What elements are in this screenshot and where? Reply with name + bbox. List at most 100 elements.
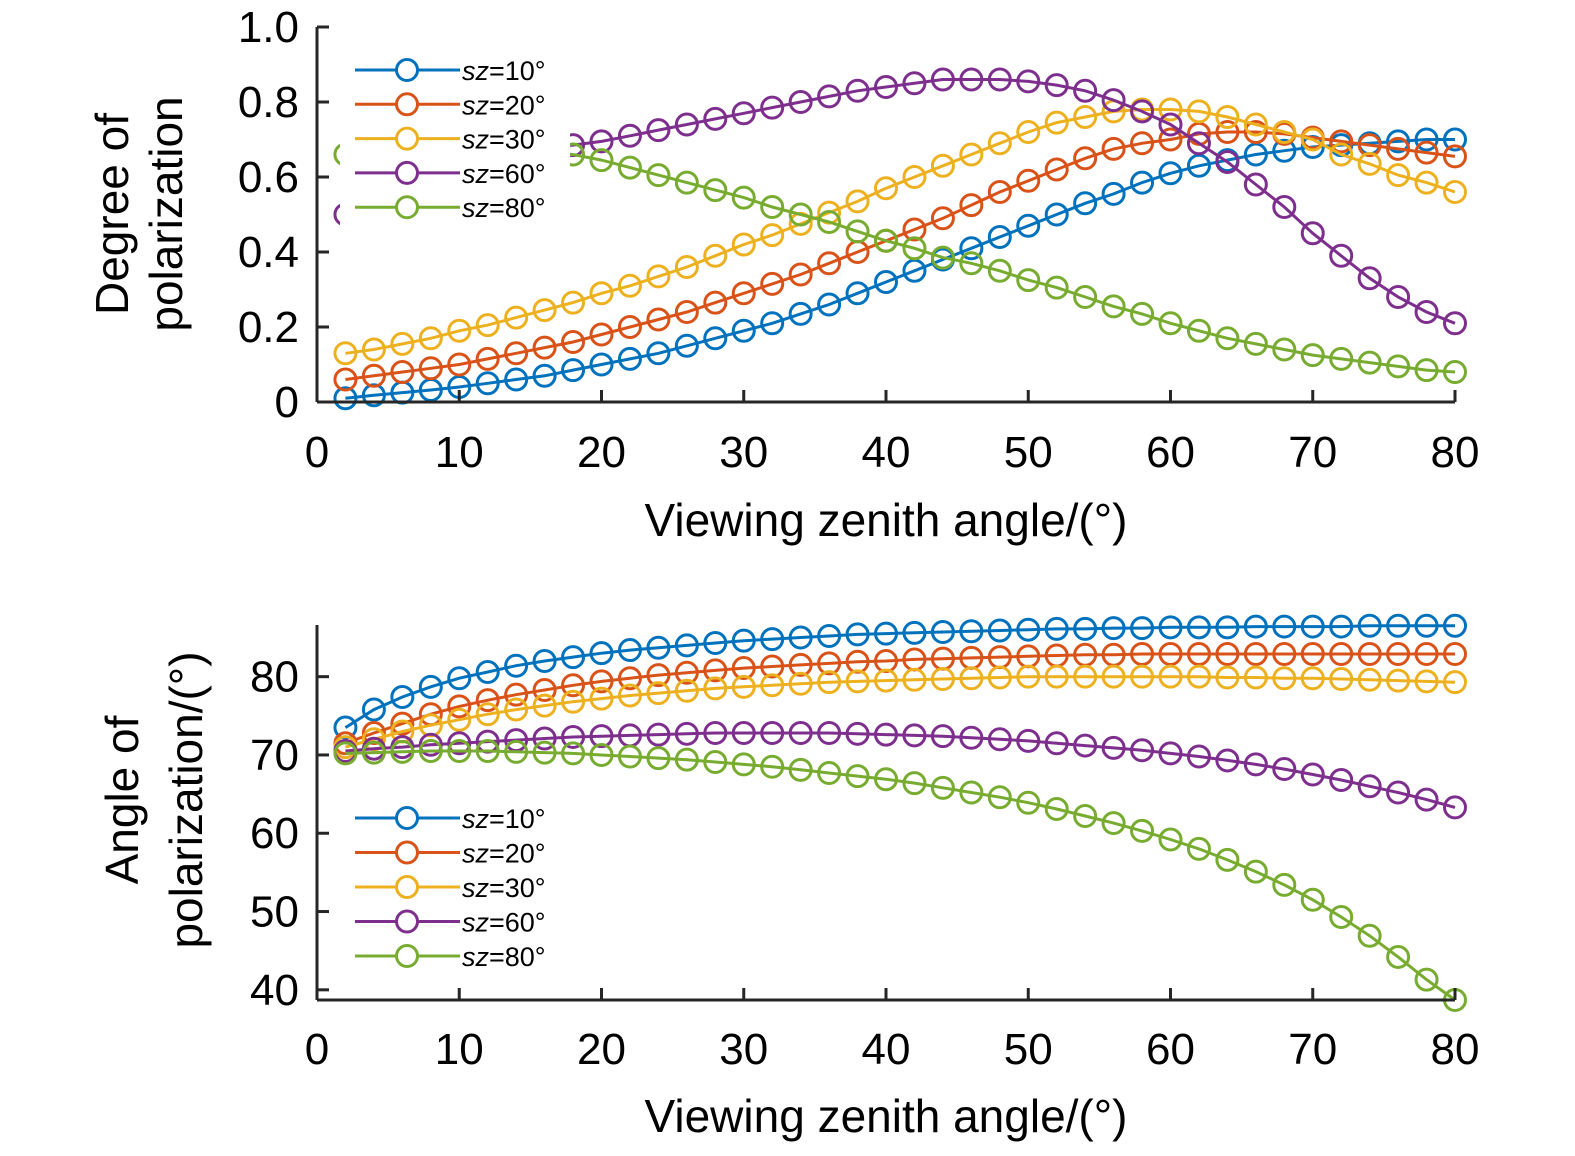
data-point	[959, 666, 984, 691]
data-point	[361, 740, 386, 765]
data-point	[1215, 326, 1240, 351]
data-point	[1443, 127, 1467, 152]
data-point	[1329, 905, 1354, 930]
data-point	[532, 740, 557, 765]
data-point	[333, 367, 358, 392]
data-point	[1443, 795, 1467, 820]
data-point	[504, 739, 529, 764]
data-point	[703, 631, 728, 656]
data-point	[1158, 664, 1183, 689]
legend-item: sz=20°	[355, 90, 546, 120]
data-point	[1272, 195, 1297, 219]
data-point	[1073, 146, 1098, 171]
data-point	[760, 95, 785, 120]
data-point	[1357, 774, 1382, 799]
data-point	[1243, 172, 1268, 197]
data-point	[1414, 170, 1439, 195]
data-point	[930, 724, 955, 749]
data-point	[333, 741, 358, 766]
x-tick-label: 10	[435, 1025, 484, 1074]
data-point	[845, 78, 870, 103]
data-point	[1073, 191, 1098, 216]
data-point	[817, 721, 842, 746]
data-point	[788, 757, 813, 782]
series-line	[344, 652, 1455, 745]
data-point	[930, 153, 955, 178]
data-point	[1186, 744, 1211, 769]
data-point	[817, 84, 842, 109]
data-point	[845, 721, 870, 746]
data-point	[390, 331, 415, 356]
data-point	[703, 676, 728, 701]
y-tick-label: 80	[250, 653, 299, 702]
data-point	[788, 301, 813, 326]
data-point	[987, 665, 1012, 690]
data-point	[504, 341, 529, 366]
data-point	[902, 771, 927, 796]
data-point	[1158, 827, 1183, 852]
legend-marker	[395, 126, 419, 151]
data-point	[1243, 752, 1268, 777]
data-point	[561, 290, 586, 315]
x-tick-label: 20	[577, 428, 626, 477]
data-point	[1443, 613, 1467, 638]
data-point	[817, 623, 842, 648]
legend-item: sz=30°	[355, 125, 546, 155]
data-point	[930, 245, 955, 270]
data-point	[1329, 667, 1354, 692]
data-point	[1215, 120, 1240, 144]
data-point	[1130, 818, 1155, 843]
data-point	[845, 189, 870, 214]
data-point	[1243, 859, 1268, 884]
data-point	[561, 358, 586, 383]
data-point	[731, 752, 756, 777]
data-point	[1016, 168, 1041, 193]
data-point	[987, 618, 1012, 643]
data-point	[930, 67, 955, 92]
legend-item: sz=30°	[355, 873, 546, 903]
data-point	[987, 180, 1012, 204]
data-point	[1357, 350, 1382, 375]
data-point	[930, 775, 955, 800]
data-point	[987, 225, 1012, 249]
data-point	[646, 722, 671, 747]
data-point	[561, 330, 586, 354]
data-point	[703, 106, 728, 131]
data-point	[646, 681, 671, 706]
y-tick-label: 0.4	[238, 228, 299, 277]
data-point	[1272, 120, 1297, 144]
data-point	[1386, 944, 1411, 969]
data-point	[1044, 664, 1069, 689]
data-point	[760, 673, 785, 698]
data-point	[646, 163, 671, 188]
data-point	[1357, 133, 1382, 158]
series-sz30	[333, 664, 1467, 760]
data-point	[447, 694, 472, 719]
data-point	[1186, 836, 1211, 861]
y-tick-label: 0	[275, 378, 299, 427]
legend-marker	[395, 909, 419, 934]
data-point	[1243, 641, 1268, 666]
data-point	[1044, 157, 1069, 182]
data-point	[817, 651, 842, 676]
series-sz10	[333, 613, 1467, 740]
data-point	[418, 732, 443, 757]
data-point	[874, 767, 898, 792]
data-point	[1414, 127, 1439, 152]
data-point	[959, 236, 984, 261]
data-point	[504, 367, 529, 392]
series-sz10	[333, 127, 1467, 411]
data-point	[1443, 360, 1467, 384]
data-point	[874, 621, 898, 646]
data-point	[1016, 617, 1041, 642]
data-point	[987, 67, 1012, 92]
series-sz60	[333, 721, 1467, 820]
data-point	[1158, 615, 1183, 640]
data-point	[902, 217, 927, 242]
data-point	[1073, 733, 1098, 758]
data-point	[561, 689, 586, 714]
data-point	[1016, 728, 1041, 753]
legend-marker	[395, 92, 419, 117]
series-line	[345, 731, 1456, 809]
